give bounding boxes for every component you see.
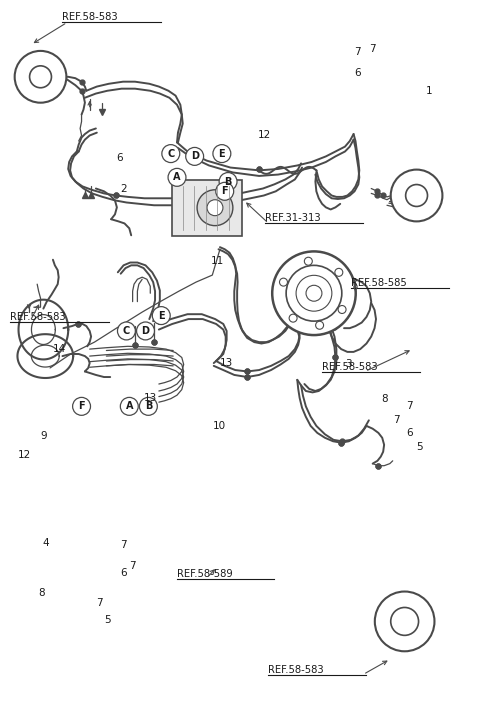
Text: B: B — [144, 402, 152, 411]
Circle shape — [316, 321, 324, 329]
Text: B: B — [224, 177, 232, 186]
Text: REF.31-313: REF.31-313 — [265, 213, 321, 223]
Text: 9: 9 — [40, 430, 47, 441]
Text: C: C — [167, 149, 174, 158]
Text: 8: 8 — [381, 395, 387, 404]
Circle shape — [15, 51, 66, 102]
Text: 8: 8 — [38, 588, 45, 599]
Circle shape — [72, 397, 91, 415]
Circle shape — [296, 275, 332, 311]
Text: F: F — [78, 402, 85, 411]
Circle shape — [162, 144, 180, 163]
Text: 5: 5 — [417, 442, 423, 452]
Text: REF.58-583: REF.58-583 — [10, 312, 66, 322]
Circle shape — [219, 172, 237, 191]
Circle shape — [213, 144, 231, 163]
Text: 1: 1 — [426, 86, 433, 96]
Circle shape — [152, 306, 170, 325]
Text: 11: 11 — [210, 256, 224, 266]
Text: D: D — [191, 151, 199, 161]
Text: 12: 12 — [18, 450, 31, 461]
Text: 3: 3 — [345, 360, 352, 369]
Text: 4: 4 — [42, 538, 48, 548]
Circle shape — [118, 322, 135, 340]
Text: 14: 14 — [53, 344, 66, 354]
Text: 7: 7 — [406, 402, 413, 411]
Circle shape — [289, 314, 297, 322]
Circle shape — [338, 306, 346, 313]
Text: F: F — [221, 186, 228, 196]
Circle shape — [168, 168, 186, 186]
Text: 7: 7 — [355, 47, 361, 57]
Text: C: C — [123, 326, 130, 336]
Text: E: E — [218, 149, 225, 158]
Circle shape — [137, 322, 155, 340]
Circle shape — [391, 608, 419, 635]
Circle shape — [139, 397, 157, 415]
Text: 2: 2 — [120, 184, 127, 193]
Text: A: A — [126, 402, 133, 411]
Circle shape — [335, 268, 343, 276]
Text: REF.58-585: REF.58-585 — [351, 278, 407, 289]
Text: 7: 7 — [369, 44, 375, 54]
Text: REF.58-589: REF.58-589 — [177, 569, 233, 579]
Text: REF.58-583: REF.58-583 — [268, 665, 324, 675]
Circle shape — [304, 257, 312, 265]
Text: A: A — [173, 172, 181, 182]
Circle shape — [272, 252, 356, 335]
Circle shape — [120, 397, 138, 415]
Text: REF.58-583: REF.58-583 — [322, 362, 378, 372]
Circle shape — [197, 190, 233, 226]
Circle shape — [30, 66, 51, 88]
Text: 13: 13 — [144, 393, 157, 403]
Text: 7: 7 — [393, 415, 399, 426]
Text: 6: 6 — [120, 568, 127, 578]
Text: 7: 7 — [96, 598, 103, 608]
FancyBboxPatch shape — [172, 179, 242, 236]
Circle shape — [279, 278, 288, 286]
Text: 5: 5 — [104, 615, 110, 625]
Circle shape — [406, 184, 428, 207]
Text: 12: 12 — [258, 130, 271, 140]
Text: 13: 13 — [220, 358, 233, 368]
Circle shape — [375, 592, 434, 651]
Text: 6: 6 — [355, 67, 361, 78]
Text: 10: 10 — [212, 421, 226, 431]
Circle shape — [286, 266, 342, 321]
Text: E: E — [158, 311, 165, 320]
Circle shape — [186, 147, 204, 165]
Circle shape — [391, 170, 443, 222]
Text: REF.58-583: REF.58-583 — [62, 12, 118, 22]
Text: 6: 6 — [116, 154, 122, 163]
Circle shape — [207, 200, 223, 216]
Text: 7: 7 — [129, 561, 136, 571]
Text: 7: 7 — [120, 540, 126, 550]
Circle shape — [216, 182, 234, 200]
Text: 6: 6 — [406, 428, 413, 438]
Circle shape — [306, 285, 322, 301]
Text: D: D — [142, 326, 149, 336]
